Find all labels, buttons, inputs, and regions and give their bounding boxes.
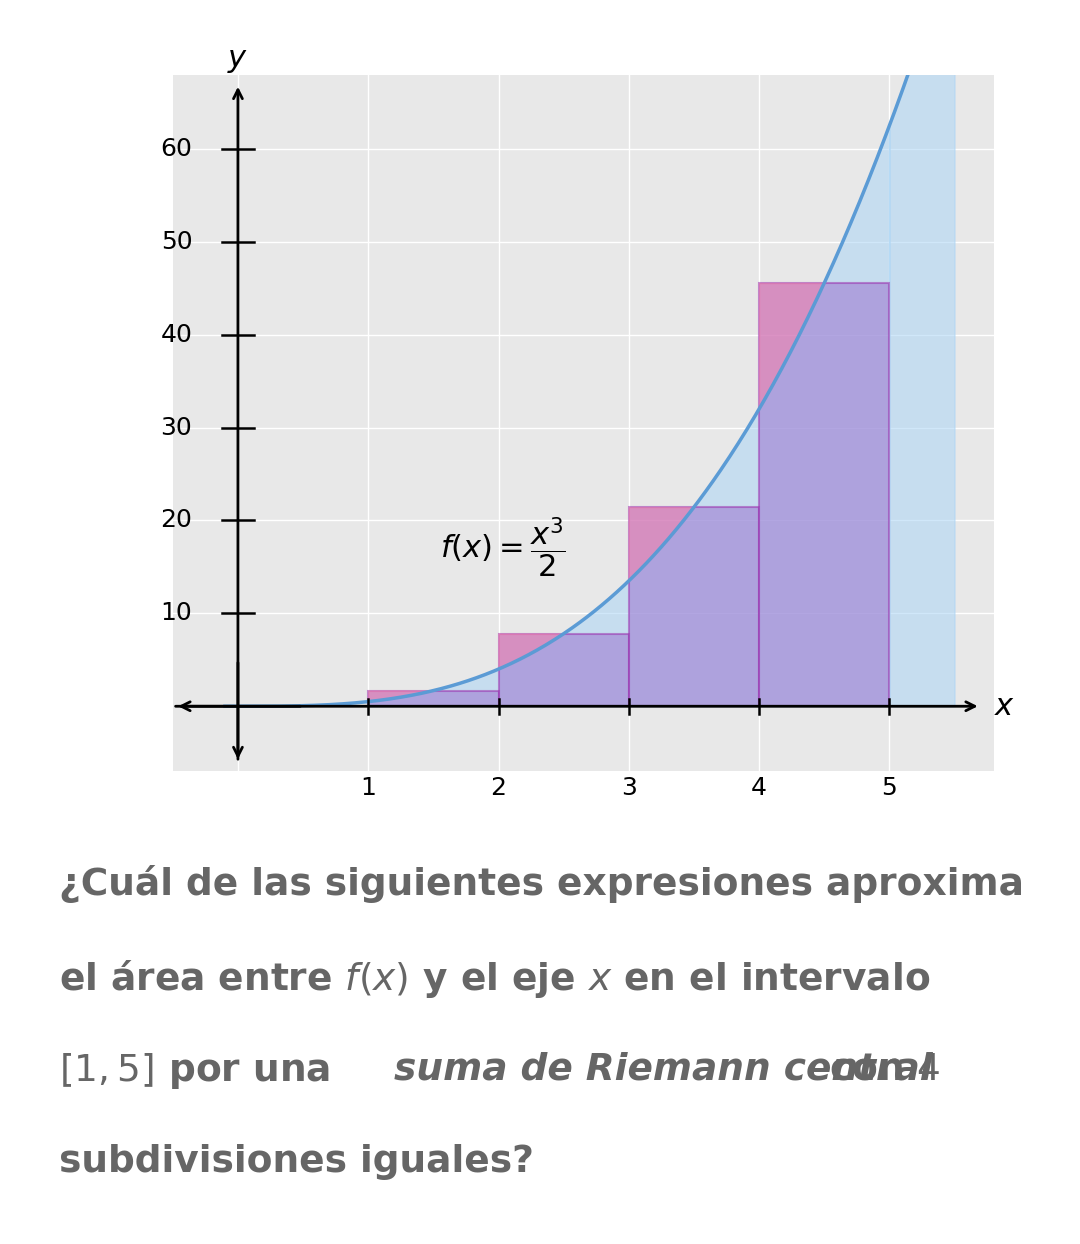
- Text: 2: 2: [490, 776, 507, 800]
- Text: el área entre $f(x)$ y el eje $x$ en el intervalo: el área entre $f(x)$ y el eje $x$ en el …: [59, 958, 931, 1000]
- Bar: [759, 284, 889, 707]
- Text: 4: 4: [751, 776, 767, 800]
- Text: $y$: $y$: [228, 46, 248, 75]
- Bar: [499, 633, 629, 707]
- Bar: [368, 690, 499, 707]
- Text: 20: 20: [161, 509, 192, 532]
- Bar: [629, 508, 759, 707]
- Text: 5: 5: [881, 776, 897, 800]
- Text: 60: 60: [161, 137, 192, 160]
- Text: con $4$: con $4$: [816, 1051, 941, 1087]
- Text: $x$: $x$: [994, 692, 1015, 720]
- Text: 10: 10: [161, 601, 192, 626]
- Text: $f(x) = \dfrac{x^3}{2}$: $f(x) = \dfrac{x^3}{2}$: [440, 516, 566, 581]
- Text: 50: 50: [161, 230, 192, 254]
- Text: subdivisiones iguales?: subdivisiones iguales?: [59, 1144, 535, 1181]
- Text: 30: 30: [161, 415, 192, 439]
- Text: 40: 40: [161, 322, 192, 347]
- Text: suma de Riemann central: suma de Riemann central: [394, 1051, 933, 1087]
- Text: 3: 3: [621, 776, 637, 800]
- Text: $[1, 5]$ por una: $[1, 5]$ por una: [59, 1051, 334, 1091]
- Text: ¿Cuál de las siguientes expresiones aproxima: ¿Cuál de las siguientes expresiones apro…: [59, 865, 1025, 903]
- Text: 1: 1: [361, 776, 376, 800]
